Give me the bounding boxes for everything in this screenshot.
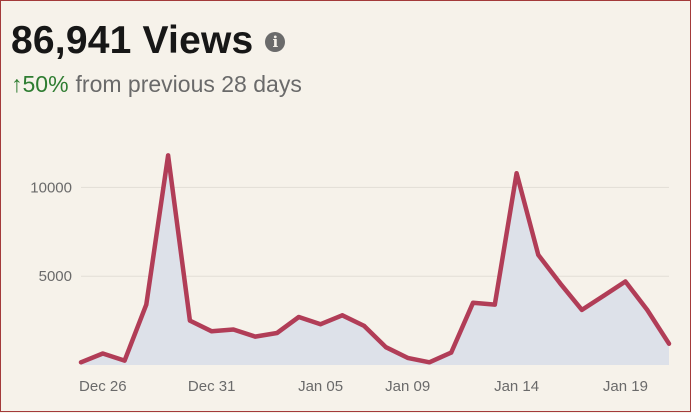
data-point — [536, 252, 541, 257]
y-tick-label: 5000 — [39, 268, 72, 285]
data-point — [558, 281, 563, 286]
x-tick-label: Jan 05 — [298, 378, 343, 395]
data-point — [405, 355, 410, 360]
data-point — [275, 331, 279, 335]
data-point — [340, 313, 345, 318]
info-icon[interactable]: i — [265, 32, 286, 52]
data-point — [383, 345, 388, 350]
data-point — [100, 351, 105, 356]
data-point — [209, 329, 214, 334]
series-area — [81, 155, 669, 365]
data-point — [645, 307, 650, 312]
data-point — [318, 322, 323, 327]
data-point — [449, 350, 454, 355]
data-point — [427, 360, 432, 365]
data-point — [187, 318, 192, 323]
data-point — [362, 323, 367, 328]
data-point — [492, 302, 497, 307]
data-point — [471, 300, 475, 305]
data-point — [166, 153, 171, 158]
data-point — [79, 360, 83, 365]
x-tick-label: Jan 09 — [385, 378, 430, 395]
views-total: 86,941 Views — [11, 19, 254, 62]
y-axis-ticks: 5000 10000 — [30, 179, 72, 285]
data-point — [122, 358, 127, 363]
x-tick-label: Dec 26 — [79, 378, 127, 395]
x-tick-label: Jan 19 — [603, 378, 648, 395]
x-tick-label: Dec 31 — [188, 378, 236, 395]
data-point — [514, 171, 519, 176]
views-header: 86,941 Views i ↑50% from previous 28 day… — [11, 19, 302, 98]
change-description: from previous 28 days — [75, 71, 302, 97]
data-point — [579, 307, 584, 312]
title-row: 86,941 Views i — [11, 19, 302, 63]
data-point — [667, 341, 671, 346]
y-tick-label: 10000 — [30, 179, 72, 196]
data-point — [144, 302, 149, 307]
data-point — [231, 327, 236, 332]
data-point — [296, 315, 301, 319]
data-point — [253, 334, 258, 339]
x-axis-ticks: Dec 26 Dec 31 Jan 05 Jan 09 Jan 14 Jan 19 — [79, 378, 648, 395]
data-point — [601, 293, 606, 298]
x-tick-label: Jan 14 — [494, 378, 539, 395]
change-percent: ↑50% — [11, 71, 69, 97]
change-row: ↑50% from previous 28 days — [11, 71, 302, 98]
data-point — [623, 279, 628, 284]
series-line — [78, 153, 672, 365]
